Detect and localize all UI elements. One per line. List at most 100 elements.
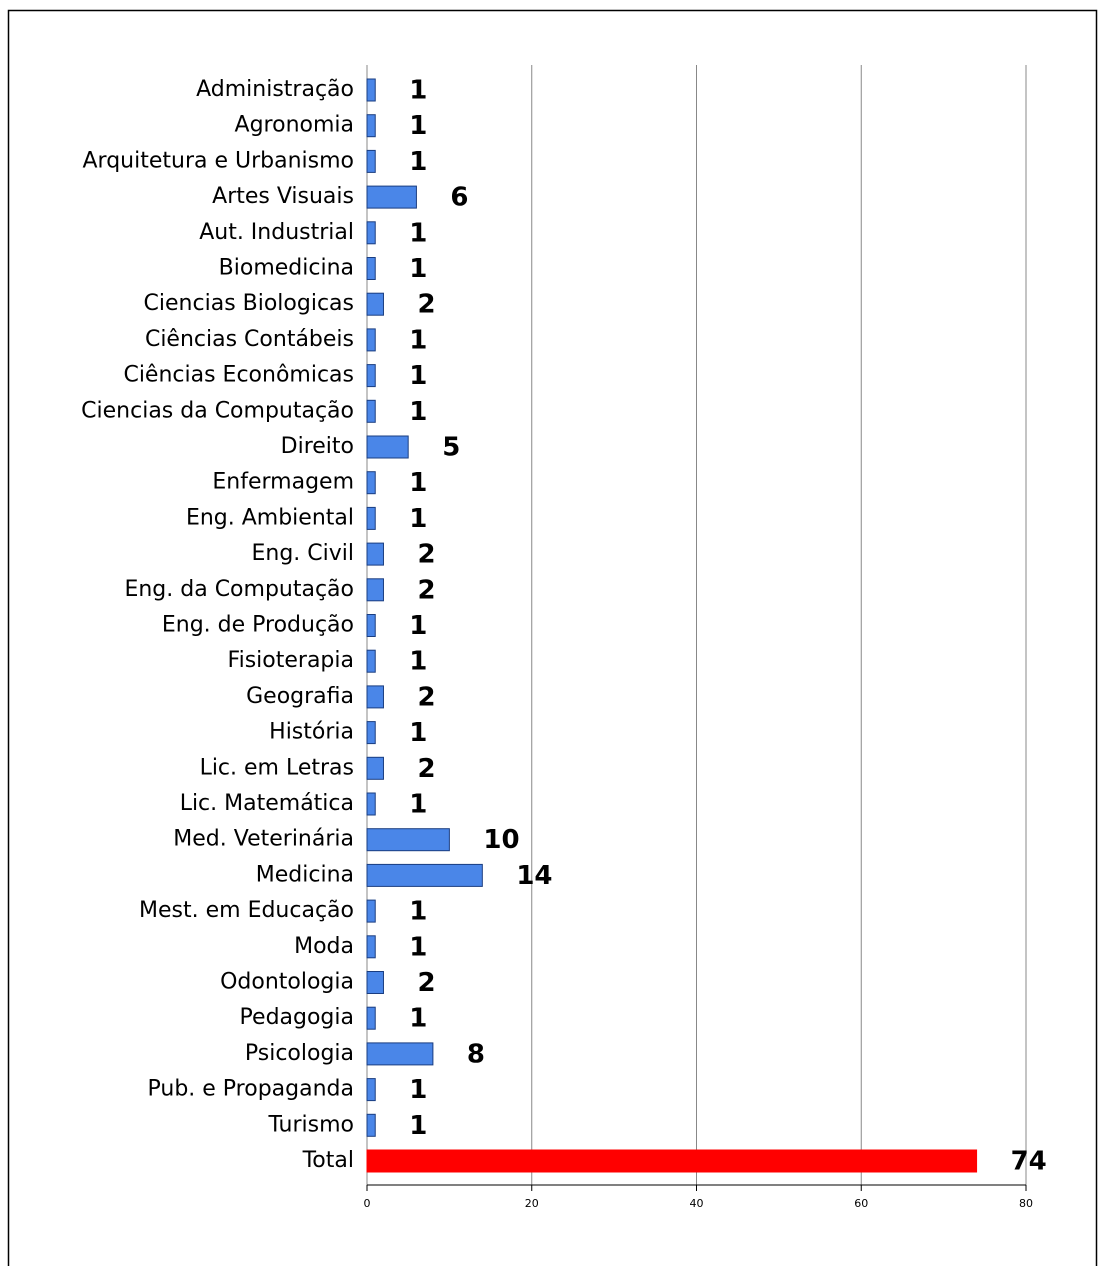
frame bbox=[7, 9, 1098, 1266]
value-label: 74 bbox=[1011, 1147, 1047, 1177]
bar bbox=[366, 685, 384, 709]
value-label: 10 bbox=[483, 825, 519, 855]
bar bbox=[366, 149, 376, 173]
y-tick-label: Mest. em Educação bbox=[139, 898, 354, 923]
y-tick-label: Pedagogia bbox=[240, 1005, 354, 1030]
y-tick-label: Eng. Ambiental bbox=[186, 505, 354, 530]
bar bbox=[366, 221, 376, 245]
bar bbox=[366, 649, 376, 673]
y-tick-label: Ciências Contábeis bbox=[145, 327, 354, 352]
bar bbox=[366, 399, 376, 423]
y-tick-label: Ciencias Biologicas bbox=[144, 291, 354, 316]
bar bbox=[366, 899, 376, 923]
value-label: 1 bbox=[409, 647, 427, 677]
bar bbox=[366, 114, 376, 138]
bar bbox=[366, 506, 376, 530]
bar bbox=[366, 1078, 376, 1102]
y-tick-label: Arquitetura e Urbanismo bbox=[82, 148, 354, 173]
value-label: 1 bbox=[409, 718, 427, 748]
y-tick-label: Administração bbox=[196, 77, 354, 102]
value-label: 2 bbox=[417, 575, 435, 605]
y-tick-label: Moda bbox=[294, 934, 354, 959]
x-tick-label: 0 bbox=[364, 1197, 371, 1210]
value-label: 6 bbox=[450, 183, 468, 213]
value-label: 1 bbox=[409, 1075, 427, 1105]
y-tick-label: Fisioterapia bbox=[228, 648, 354, 673]
value-label: 1 bbox=[409, 325, 427, 355]
bar bbox=[366, 185, 417, 209]
bar bbox=[366, 542, 384, 566]
value-label: 14 bbox=[516, 861, 552, 891]
bar bbox=[366, 828, 450, 852]
y-tick-label: Eng. Civil bbox=[251, 541, 354, 566]
bar bbox=[366, 257, 376, 280]
y-tick-label: Turismo bbox=[267, 1112, 354, 1137]
y-tick-label: Agronomia bbox=[235, 113, 354, 138]
value-label: 2 bbox=[417, 754, 435, 784]
y-tick-label: Lic. em Letras bbox=[200, 755, 354, 780]
value-label: 1 bbox=[409, 361, 427, 391]
value-label: 1 bbox=[409, 611, 427, 641]
x-tick-label: 80 bbox=[1019, 1197, 1033, 1210]
bar bbox=[366, 1113, 376, 1137]
y-tick-label: Lic. Matemática bbox=[180, 791, 354, 816]
bar bbox=[366, 1042, 434, 1066]
bar bbox=[366, 364, 376, 388]
y-tick-label: Geografia bbox=[246, 684, 354, 709]
value-label: 1 bbox=[409, 468, 427, 498]
value-label: 1 bbox=[409, 147, 427, 177]
value-label: 2 bbox=[417, 290, 435, 320]
value-label: 2 bbox=[417, 540, 435, 570]
y-tick-label: Eng. da Computação bbox=[124, 577, 354, 602]
bar bbox=[366, 328, 376, 352]
y-tick-label: Biomedicina bbox=[219, 256, 354, 281]
value-label: 1 bbox=[409, 504, 427, 534]
value-label: 1 bbox=[409, 932, 427, 962]
bar bbox=[366, 78, 376, 102]
bar bbox=[366, 292, 384, 316]
y-tick-label: Med. Veterinária bbox=[173, 827, 354, 852]
value-label: 1 bbox=[409, 218, 427, 248]
value-label: 1 bbox=[409, 76, 427, 106]
bar bbox=[366, 1149, 978, 1173]
y-tick-label: Ciencias da Computação bbox=[81, 398, 354, 423]
y-tick-label: Psicologia bbox=[245, 1041, 354, 1066]
bar bbox=[366, 471, 376, 495]
bar bbox=[366, 792, 376, 816]
value-label: 1 bbox=[409, 1111, 427, 1141]
y-tick-label: História bbox=[269, 720, 354, 745]
value-label: 5 bbox=[442, 433, 460, 463]
y-tick-label: Eng. de Produção bbox=[162, 613, 354, 638]
value-label: 2 bbox=[417, 968, 435, 998]
y-tick-label: Ciências Econômicas bbox=[123, 363, 354, 388]
value-label: 1 bbox=[409, 254, 427, 284]
x-tick-label: 40 bbox=[690, 1197, 704, 1210]
y-tick-label: Aut. Industrial bbox=[199, 220, 354, 245]
bar bbox=[366, 971, 384, 994]
value-label: 1 bbox=[409, 1004, 427, 1034]
y-tick-label: Total bbox=[302, 1148, 354, 1173]
y-tick-label: Pub. e Propaganda bbox=[148, 1077, 355, 1102]
y-tick-label: Direito bbox=[281, 434, 354, 459]
value-label: 8 bbox=[467, 1039, 485, 1069]
value-label: 1 bbox=[409, 790, 427, 820]
value-label: 2 bbox=[417, 682, 435, 712]
bar bbox=[366, 614, 376, 637]
bar bbox=[366, 435, 409, 459]
y-tick-label: Medicina bbox=[256, 862, 354, 887]
bar bbox=[366, 863, 483, 887]
value-label: 1 bbox=[409, 897, 427, 927]
y-tick-label: Enfermagem bbox=[212, 470, 354, 495]
x-tick-label: 20 bbox=[525, 1197, 539, 1210]
bar bbox=[366, 721, 376, 745]
value-label: 1 bbox=[409, 397, 427, 427]
y-tick-label: Odontologia bbox=[220, 970, 354, 995]
bar bbox=[366, 935, 376, 959]
bar bbox=[366, 578, 384, 602]
value-label: 1 bbox=[409, 111, 427, 141]
bar bbox=[366, 1006, 376, 1030]
x-tick-label: 60 bbox=[854, 1197, 868, 1210]
y-tick-label: Artes Visuais bbox=[212, 184, 354, 209]
bar bbox=[366, 756, 384, 780]
